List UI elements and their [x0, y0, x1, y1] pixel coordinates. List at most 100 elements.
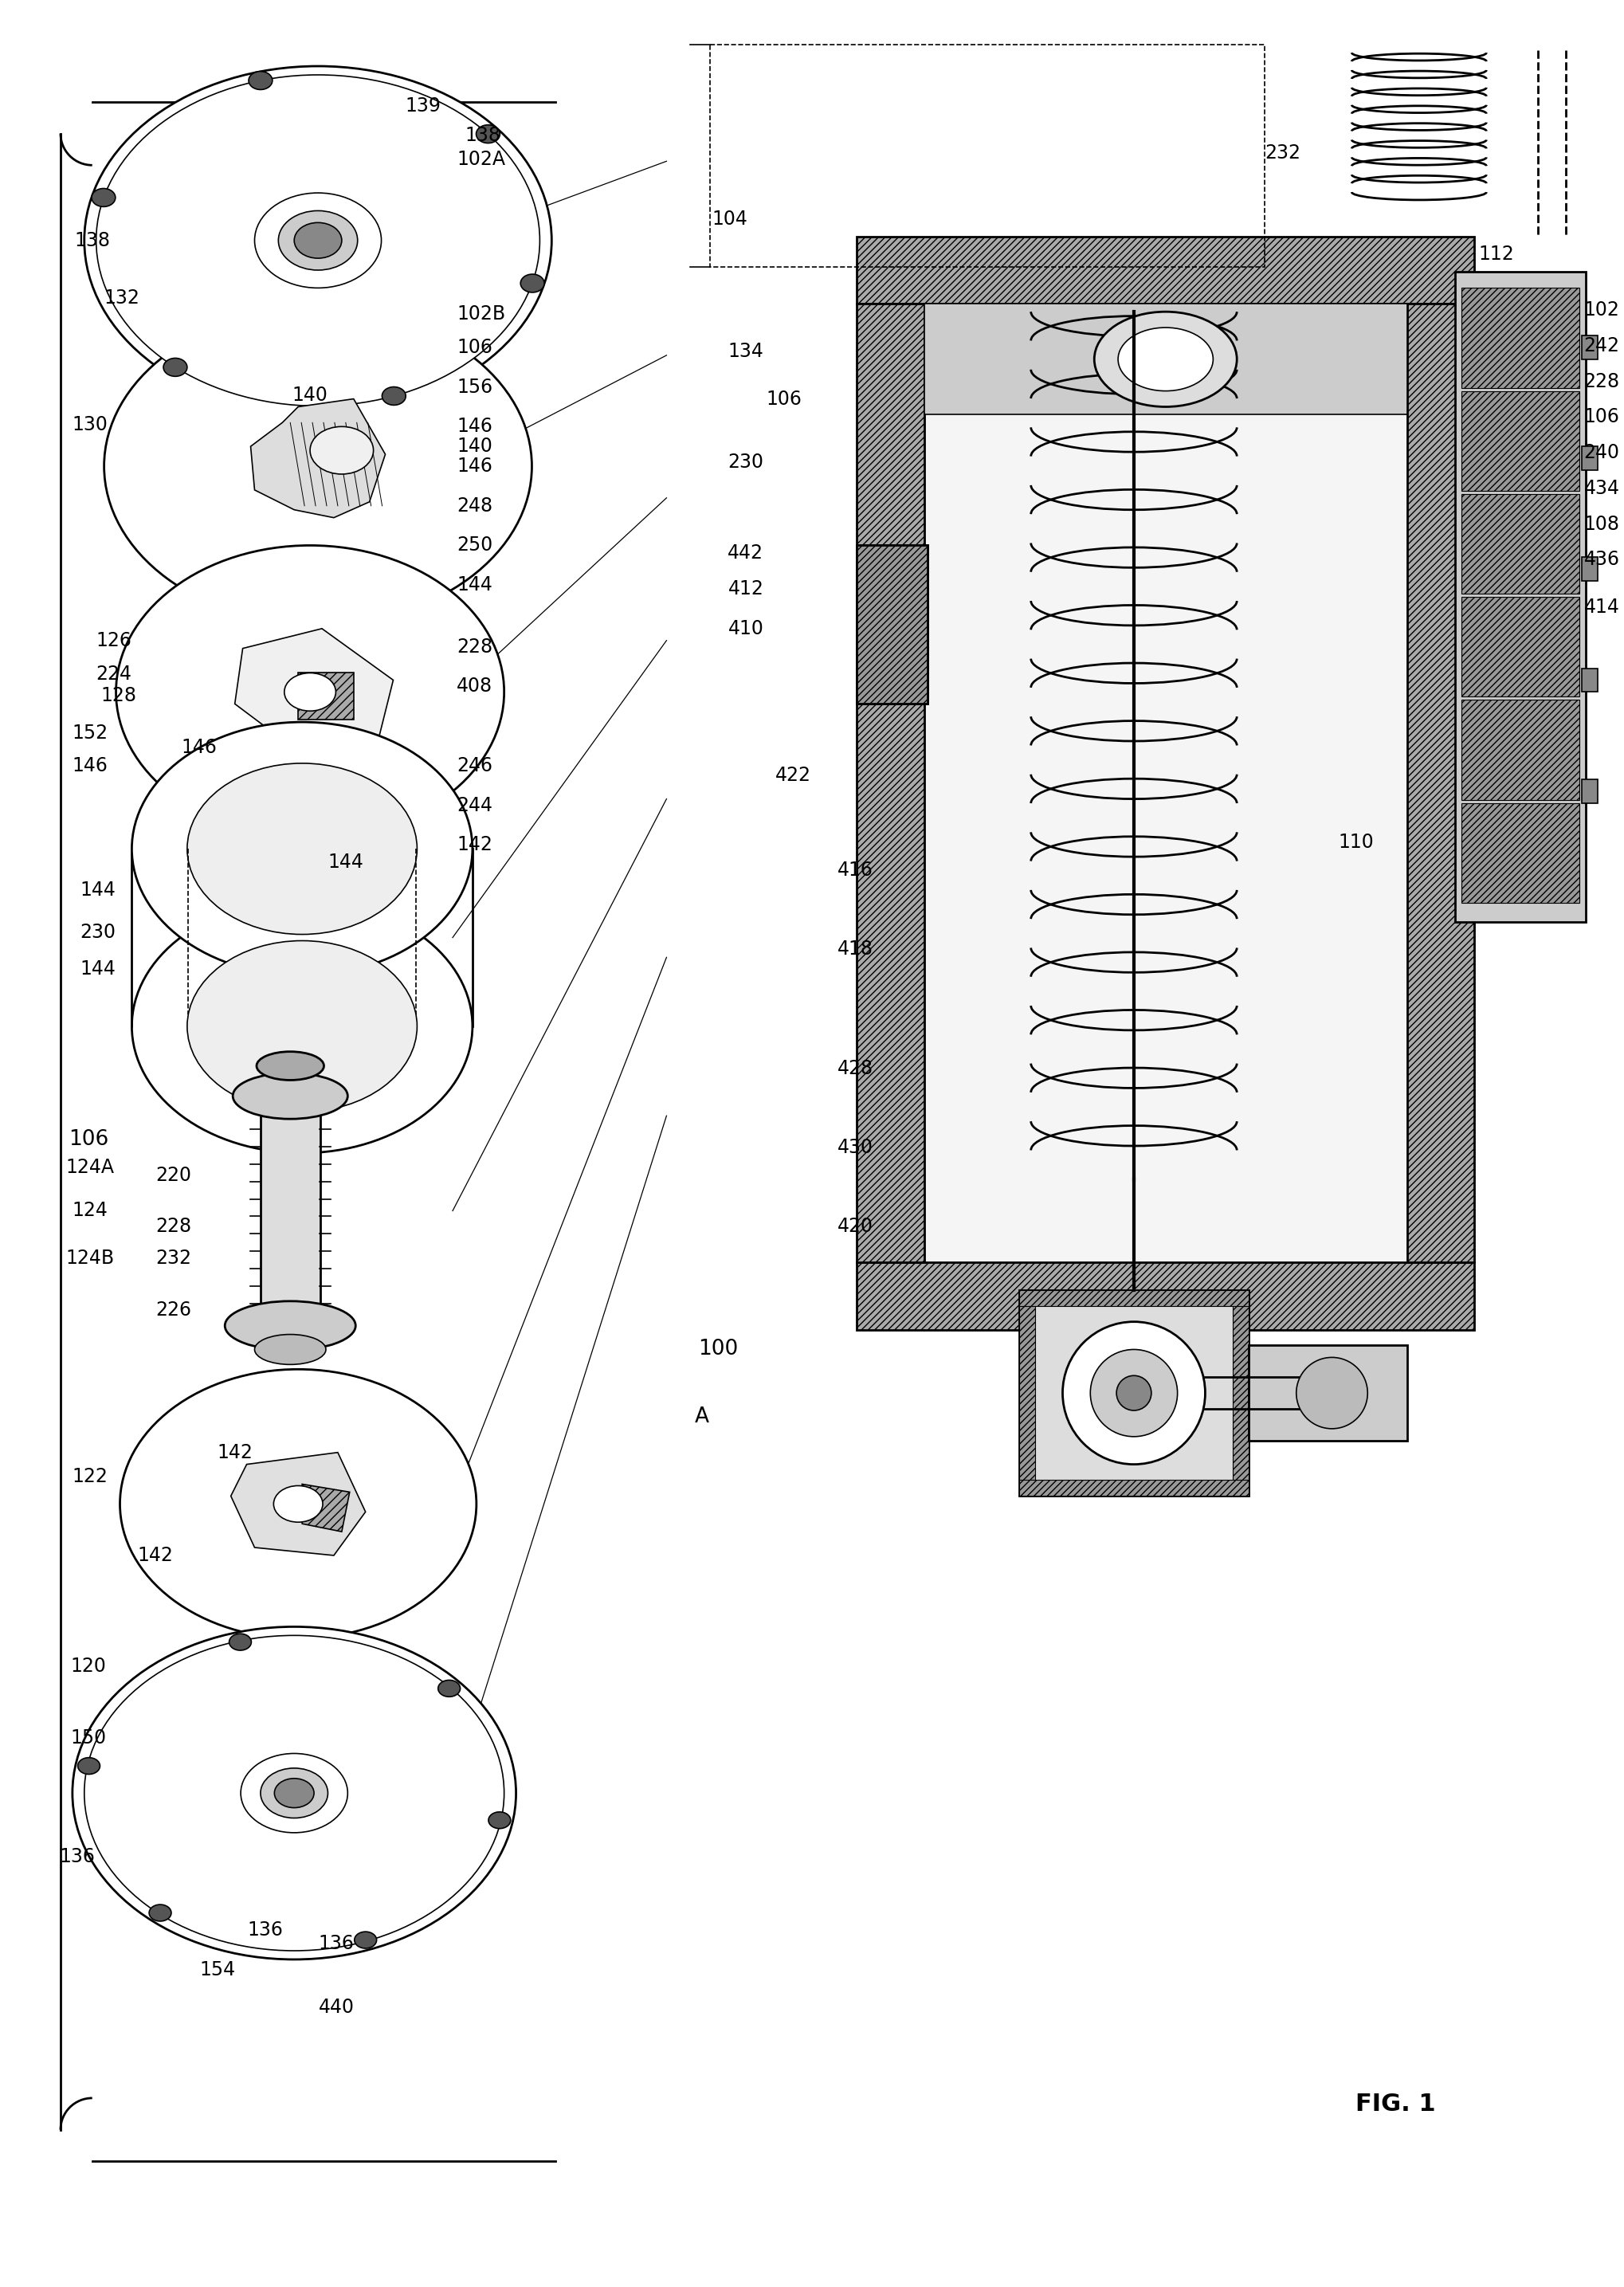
Text: 124: 124	[71, 1201, 107, 1221]
Text: 410: 410	[728, 620, 763, 638]
Text: 106: 106	[1583, 407, 1619, 428]
Text: 144: 144	[80, 961, 115, 979]
Ellipse shape	[354, 1933, 377, 1949]
Ellipse shape	[255, 192, 382, 288]
Polygon shape	[302, 1484, 349, 1532]
Text: 142: 142	[456, 835, 492, 855]
Text: 414: 414	[1583, 597, 1619, 617]
Ellipse shape	[476, 126, 500, 144]
Bar	[1582, 668, 1598, 693]
Ellipse shape	[115, 544, 503, 839]
Text: 106: 106	[456, 338, 492, 357]
Ellipse shape	[91, 188, 115, 206]
Bar	[1462, 700, 1579, 800]
Text: A: A	[695, 1407, 710, 1427]
Ellipse shape	[229, 1633, 252, 1651]
Ellipse shape	[164, 359, 187, 377]
Circle shape	[1090, 1349, 1177, 1436]
Text: 418: 418	[836, 940, 874, 958]
Text: 430: 430	[836, 1139, 874, 1157]
Text: 244: 244	[456, 796, 492, 814]
Ellipse shape	[255, 1333, 326, 1365]
Ellipse shape	[521, 274, 544, 293]
Text: 428: 428	[836, 1059, 874, 1077]
Text: 146: 146	[456, 416, 492, 437]
Text: 156: 156	[456, 377, 492, 396]
Text: 126: 126	[96, 631, 132, 650]
Text: 106: 106	[68, 1130, 109, 1150]
Text: 104: 104	[711, 210, 747, 229]
Bar	[1462, 597, 1579, 698]
Bar	[1582, 336, 1598, 359]
Ellipse shape	[132, 899, 473, 1153]
Bar	[1233, 1290, 1249, 1496]
Text: 230: 230	[728, 453, 763, 471]
Text: 102A: 102A	[456, 151, 505, 169]
Text: 132: 132	[104, 288, 140, 309]
Ellipse shape	[149, 1905, 171, 1921]
Polygon shape	[299, 672, 354, 720]
Ellipse shape	[284, 672, 336, 711]
Ellipse shape	[187, 764, 417, 935]
Bar	[1582, 446, 1598, 471]
Ellipse shape	[73, 1626, 516, 1960]
Text: 228: 228	[456, 638, 492, 656]
Bar	[1582, 780, 1598, 803]
Ellipse shape	[257, 1052, 323, 1079]
Bar	[856, 544, 927, 704]
Text: 102B: 102B	[456, 304, 505, 325]
Ellipse shape	[84, 1635, 503, 1951]
Text: FIG. 1: FIG. 1	[1354, 2093, 1436, 2115]
Ellipse shape	[248, 71, 273, 89]
Bar	[1455, 272, 1585, 922]
Text: 416: 416	[838, 860, 874, 880]
Text: 232: 232	[1265, 144, 1301, 162]
Text: 124A: 124A	[65, 1157, 114, 1178]
Bar	[1018, 1290, 1034, 1496]
Ellipse shape	[1117, 327, 1213, 391]
Bar	[710, 46, 1265, 268]
Text: 100: 100	[698, 1340, 737, 1361]
Text: 144: 144	[456, 576, 492, 595]
Text: 138: 138	[75, 231, 110, 249]
Text: 228: 228	[1583, 373, 1619, 391]
Text: 112: 112	[1479, 245, 1515, 263]
Ellipse shape	[263, 425, 374, 508]
Text: 250: 250	[456, 535, 492, 556]
Ellipse shape	[224, 1301, 356, 1349]
Ellipse shape	[104, 309, 531, 624]
Text: 142: 142	[138, 1546, 174, 1564]
Text: 140: 140	[456, 437, 492, 455]
Text: 136: 136	[247, 1921, 283, 1939]
Text: 150: 150	[70, 1729, 106, 1747]
Ellipse shape	[120, 1370, 476, 1637]
Bar	[856, 304, 924, 1262]
Ellipse shape	[96, 75, 539, 407]
Text: 408: 408	[456, 677, 492, 695]
Text: 130: 130	[71, 416, 107, 435]
Text: 242: 242	[1583, 336, 1619, 354]
Text: 146: 146	[71, 757, 107, 775]
Ellipse shape	[187, 940, 417, 1111]
Ellipse shape	[489, 1811, 510, 1830]
Ellipse shape	[84, 66, 552, 414]
Text: 422: 422	[775, 766, 812, 784]
Bar	[924, 304, 1408, 1262]
Text: 246: 246	[456, 757, 492, 775]
Bar	[856, 1262, 1475, 1329]
Polygon shape	[231, 1452, 365, 1555]
Text: 139: 139	[404, 96, 440, 114]
Text: 442: 442	[728, 544, 763, 563]
Text: 144: 144	[328, 853, 364, 871]
Text: 136: 136	[318, 1935, 354, 1953]
Ellipse shape	[132, 723, 473, 977]
Text: 154: 154	[200, 1960, 235, 1978]
Ellipse shape	[438, 1681, 460, 1697]
Text: 140: 140	[292, 384, 328, 405]
Text: 106: 106	[767, 389, 802, 409]
Text: 108: 108	[1583, 515, 1619, 533]
Bar	[1582, 558, 1598, 581]
Text: 136: 136	[58, 1848, 96, 1866]
Ellipse shape	[260, 1768, 328, 1818]
Ellipse shape	[274, 1779, 313, 1807]
